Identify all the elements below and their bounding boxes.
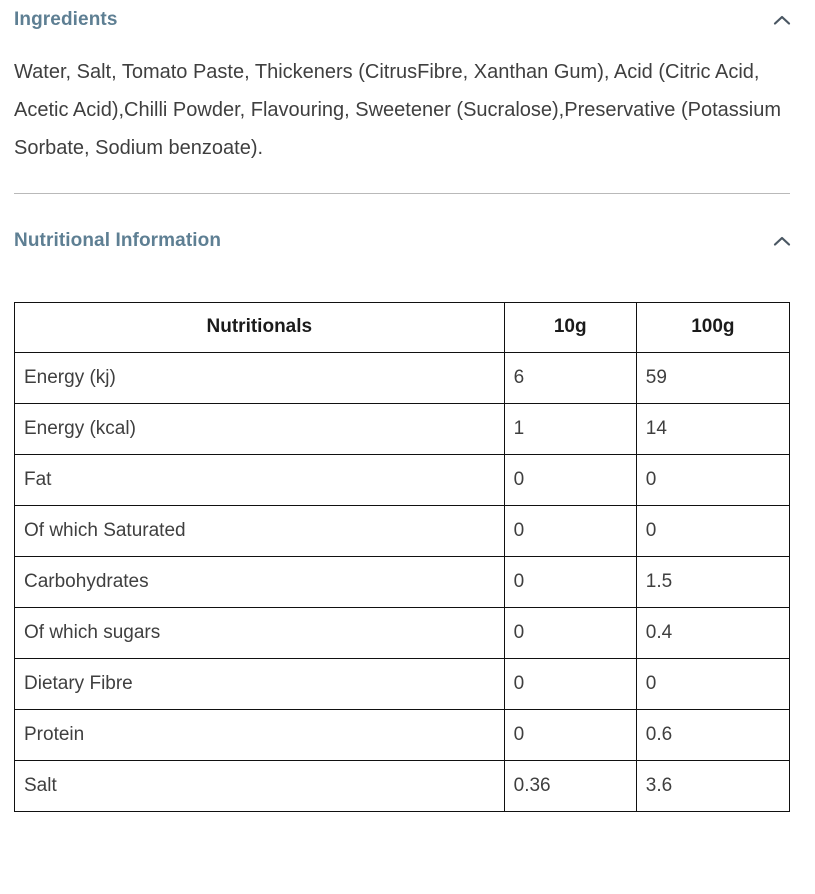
table-row: Salt 0.36 3.6: [14, 759, 791, 812]
table-row: Energy (kj) 6 59: [14, 351, 791, 404]
nutrient-name-cell: Fat: [14, 453, 505, 506]
nutritional-information-section: Nutritional Information Nutritionals 10g: [0, 194, 815, 812]
nutrient-value-10g-cell: 1: [503, 402, 637, 455]
nutrient-name-cell: Dietary Fibre: [14, 657, 505, 710]
nutrient-value-10g-cell: 0: [503, 453, 637, 506]
section-divider: [14, 192, 790, 194]
column-header-100g: 100g: [635, 301, 791, 353]
table-header-row: Nutritionals 10g 100g: [14, 301, 791, 353]
nutrient-name-cell: Salt: [14, 759, 505, 812]
nutrient-value-100g-cell: 1.5: [635, 555, 791, 608]
column-header-nutritionals: Nutritionals: [14, 301, 505, 353]
nutrient-value-10g-cell: 0: [503, 555, 637, 608]
nutritional-information-title: Nutritional Information: [14, 229, 222, 251]
table-row: Protein 0 0.6: [14, 708, 791, 761]
nutrient-value-10g-cell: 0: [503, 504, 637, 557]
ingredients-section: Ingredients Water, Salt, Tomato Paste, T…: [0, 0, 815, 167]
table-row: Energy (kcal) 1 14: [14, 402, 791, 455]
ingredients-text: Water, Salt, Tomato Paste, Thickeners (C…: [14, 60, 781, 159]
nutrient-name-cell: Of which sugars: [14, 606, 505, 659]
nutrient-name-cell: Energy (kcal): [14, 402, 505, 455]
table-row: Carbohydrates 0 1.5: [14, 555, 791, 608]
ingredients-section-header[interactable]: Ingredients: [0, 9, 815, 31]
nutrition-table-body: Energy (kj) 6 59 Energy (kcal) 1 14 Fat 0 0 Of wh…: [14, 351, 791, 812]
chevron-up-icon[interactable]: [771, 13, 793, 27]
column-header-10g: 10g: [503, 301, 637, 353]
nutrient-name-cell: Of which Saturated: [14, 504, 505, 557]
nutrient-value-10g-cell: 6: [503, 351, 637, 404]
nutrient-value-10g-cell: 0: [503, 606, 637, 659]
nutrient-value-100g-cell: 0.6: [635, 708, 791, 761]
nutrient-value-100g-cell: 0: [635, 657, 791, 710]
nutrient-value-10g-cell: 0: [503, 657, 637, 710]
ingredients-body-wrap: Water, Salt, Tomato Paste, Thickeners (C…: [0, 53, 815, 167]
ingredients-title: Ingredients: [14, 9, 118, 30]
nutrient-value-100g-cell: 3.6: [635, 759, 791, 812]
table-row: Dietary Fibre 0 0: [14, 657, 791, 710]
table-row: Fat 0 0: [14, 453, 791, 506]
chevron-up-icon[interactable]: [771, 234, 793, 248]
nutrient-name-cell: Protein: [14, 708, 505, 761]
nutrient-value-100g-cell: 14: [635, 402, 791, 455]
nutrient-name-cell: Carbohydrates: [14, 555, 505, 608]
nutrient-value-100g-cell: 0: [635, 453, 791, 506]
nutrient-value-10g-cell: 0.36: [503, 759, 637, 812]
nutrient-value-100g-cell: 0: [635, 504, 791, 557]
nutrition-table-wrap: Nutritionals 10g 100g Energy (kj) 6 59 Ener…: [0, 301, 815, 812]
table-row: Of which Saturated 0 0: [14, 504, 791, 557]
nutrition-table: Nutritionals 10g 100g Energy (kj) 6 59 Ener…: [14, 301, 791, 812]
nutrient-value-100g-cell: 59: [635, 351, 791, 404]
table-row: Of which sugars 0 0.4: [14, 606, 791, 659]
nutrition-table-head: Nutritionals 10g 100g: [14, 301, 791, 353]
nutrient-name-cell: Energy (kj): [14, 351, 505, 404]
nutritional-information-section-header[interactable]: Nutritional Information: [0, 229, 815, 252]
nutrient-value-100g-cell: 0.4: [635, 606, 791, 659]
nutrient-value-10g-cell: 0: [503, 708, 637, 761]
